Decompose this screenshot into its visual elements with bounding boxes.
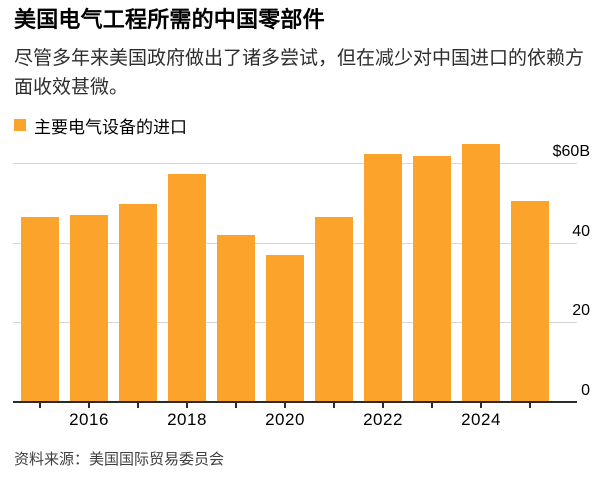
x-axis-tick — [333, 403, 335, 408]
bar — [168, 173, 206, 402]
x-axis-line — [13, 401, 577, 403]
x-axis-tick — [88, 403, 90, 408]
legend: 主要电气设备的进口 — [14, 113, 187, 137]
x-axis-label: 2018 — [167, 410, 207, 429]
source-note: 资料来源：美国国际贸易委员会 — [14, 451, 225, 468]
legend-swatch-icon — [14, 119, 26, 131]
x-axis-label: 2022 — [363, 410, 403, 429]
x-axis-tick — [137, 403, 139, 408]
bar — [70, 215, 108, 402]
x-axis-tick — [382, 403, 384, 408]
gridline — [13, 242, 577, 244]
bar — [364, 154, 402, 402]
x-axis-label: 2024 — [461, 410, 501, 429]
x-axis-tick — [235, 403, 237, 408]
legend-label: 主要电气设备的进口 — [34, 117, 187, 137]
chart-subtitle: 尽管多年来美国政府做出了诸多尝试，但在减少对中国进口的依赖方面收效甚微。 — [14, 48, 585, 98]
x-axis-tick — [529, 403, 531, 408]
bar — [217, 234, 255, 402]
y-axis-label: 0 — [581, 382, 590, 399]
bar — [266, 254, 304, 402]
y-axis-label: $60B — [552, 143, 590, 160]
bar — [462, 143, 500, 402]
x-axis-tick — [39, 403, 41, 408]
bar — [21, 217, 59, 402]
x-axis-tick — [186, 403, 188, 408]
bar — [119, 203, 157, 402]
x-axis-label: 2020 — [265, 410, 305, 429]
x-axis-label: 2016 — [69, 410, 109, 429]
y-axis-label: 40 — [572, 222, 590, 240]
gridline — [13, 163, 577, 164]
y-axis-label: 20 — [572, 302, 590, 320]
x-axis-tick — [480, 403, 482, 408]
x-axis-tick — [431, 403, 433, 408]
chart-title: 美国电气工程所需的中国零部件 — [14, 7, 325, 32]
x-axis-tick — [284, 403, 286, 408]
bar — [315, 217, 353, 402]
bar-chart: 2016 2018 2020 2022 2024 $60B 40 20 0 — [0, 140, 600, 436]
bar — [413, 156, 451, 402]
bar — [511, 201, 549, 402]
